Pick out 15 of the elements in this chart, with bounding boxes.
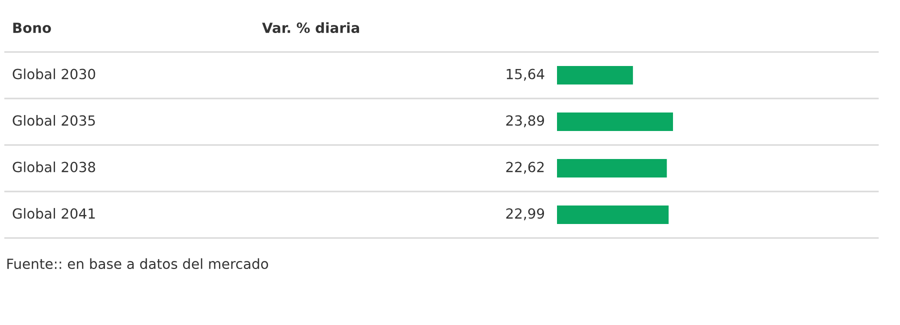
y-tick-label: Global 2030 xyxy=(12,68,96,80)
y-axis-title: Bono xyxy=(13,22,51,34)
y-tick-label: Global 2038 xyxy=(12,162,96,172)
bar xyxy=(557,158,667,178)
data-label: 22,62 xyxy=(506,162,544,174)
data-label: 15,64 xyxy=(506,68,544,81)
bar xyxy=(557,112,673,132)
y-tick-label: Global 2041 xyxy=(12,208,95,219)
data-label: 23,89 xyxy=(506,115,544,128)
data-label: 22,99 xyxy=(506,208,544,220)
y-tick-label: Global 2035 xyxy=(12,115,95,126)
bar xyxy=(557,66,633,85)
x-axis-title: Var. % diaria xyxy=(262,22,360,34)
source-note: Fuente:: en base a datos del mercado xyxy=(7,258,268,270)
bar xyxy=(557,205,669,224)
